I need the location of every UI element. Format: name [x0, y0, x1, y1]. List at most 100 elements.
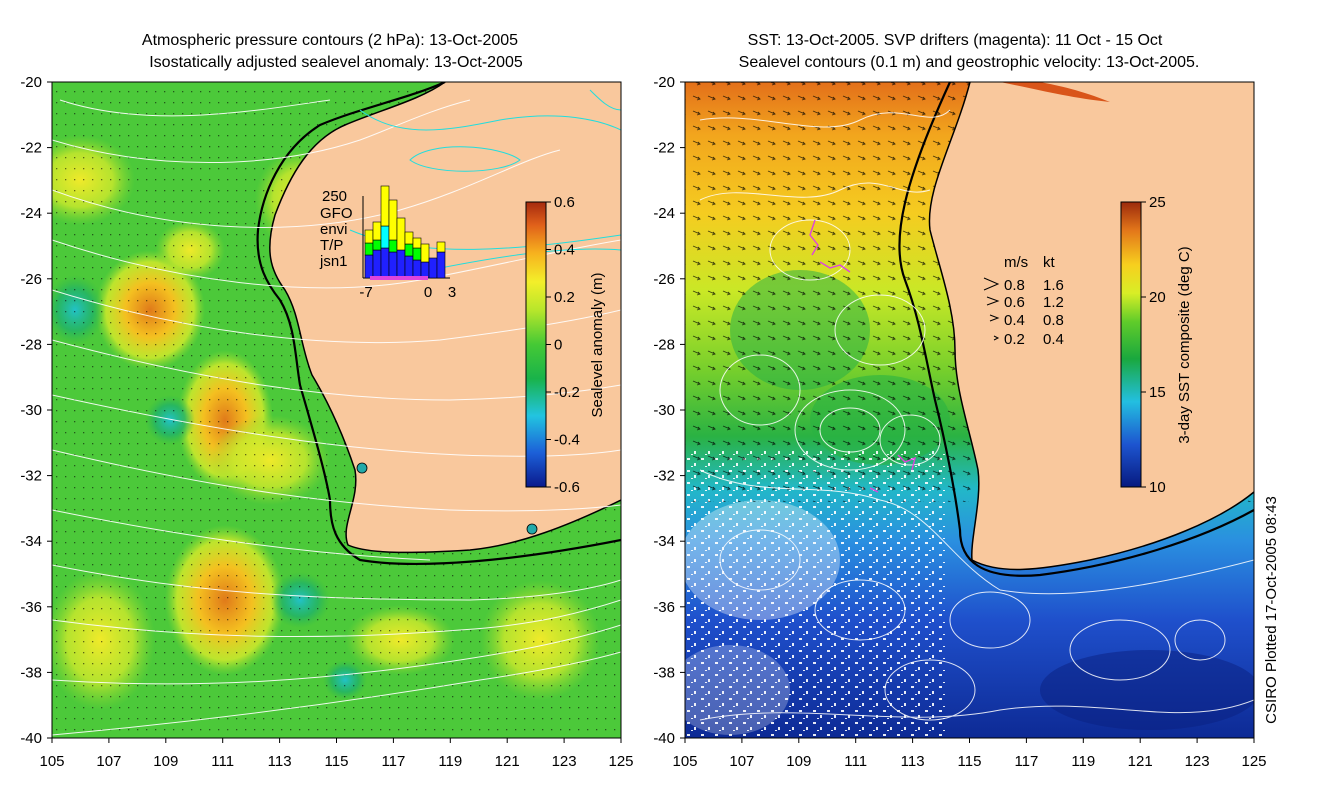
- shelf-break: [256, 82, 621, 565]
- colorbar-tick-label: -0.2: [554, 384, 580, 401]
- right-axes: 105 107 109 111 113 115 117 119 121 123 125 -20 -22 -…: [653, 74, 1266, 770]
- y-tick-label: -22: [653, 140, 675, 157]
- australia-land-sst: [929, 82, 1254, 570]
- left-title-line1: Atmospheric pressure contours (2 hPa): 1…: [142, 32, 518, 49]
- y-tick-label: -22: [20, 140, 42, 157]
- tide-gauge-marker: [526, 523, 538, 535]
- velocity-legend-header-ms: m/s: [1004, 254, 1028, 271]
- left-panel: Atmospheric pressure contours (2 hPa): 1…: [20, 32, 633, 770]
- tide-gauge-marker: [356, 462, 368, 474]
- y-tick-label: -24: [653, 205, 675, 222]
- y-tick-label: -34: [20, 533, 42, 550]
- sst-colorbar: 25 20 15 10 3-day SST composite (deg C): [1120, 194, 1193, 496]
- inset-xtick-min: -7: [359, 284, 372, 301]
- y-tick-label: -24: [20, 205, 42, 222]
- y-tick-label: -36: [20, 599, 42, 616]
- velocity-legend-header-kt: kt: [1043, 254, 1056, 271]
- satellite-count-inset: 250 GFO envi T/P jsn1: [319, 185, 456, 301]
- x-tick-label: 107: [729, 753, 754, 770]
- x-tick-label: 121: [1128, 753, 1153, 770]
- x-tick-label: 113: [901, 753, 925, 770]
- colorbar-tick-label: -0.6: [554, 479, 580, 496]
- x-tick-label: 115: [325, 753, 349, 770]
- y-tick-label: -32: [653, 468, 675, 485]
- colorbar-tick-label: 0.4: [554, 242, 575, 259]
- left-axes: 105 107 109 111 113 115 117 119 121 123 125 -20 -22 -…: [20, 74, 633, 770]
- x-tick-label: 123: [1185, 753, 1210, 770]
- y-tick-label: -38: [20, 664, 42, 681]
- sla-colorbar: 0.6 0.4 0.2 0 -0.2 -0.4 -0.6 Sealevel anomaly …: [525, 194, 606, 496]
- velocity-legend-ms-2: 0.4: [1004, 312, 1025, 329]
- x-tick-label: 109: [153, 753, 178, 770]
- coastline-sst: [928, 82, 1254, 571]
- x-tick-label: 119: [438, 753, 462, 770]
- y-tick-label: -40: [20, 730, 42, 747]
- y-tick-label: -26: [653, 271, 675, 288]
- velocity-legend-ms-0: 0.8: [1004, 277, 1025, 294]
- y-tick-label: -20: [653, 74, 675, 91]
- inset-legend-jsn1: jsn1: [319, 253, 348, 270]
- inset-xtick-zero: 0: [424, 284, 432, 301]
- y-tick-label: -28: [653, 336, 675, 353]
- x-tick-label: 111: [211, 753, 234, 770]
- y-tick-label: -38: [653, 664, 675, 681]
- right-title-line2: Sealevel contours (0.1 m) and geostrophi…: [739, 54, 1200, 71]
- colorbar-tick-label: -0.4: [554, 432, 580, 449]
- y-tick-label: -36: [653, 599, 675, 616]
- velocity-legend-kt-2: 0.8: [1043, 312, 1064, 329]
- colorbar-tick-label: 0.6: [554, 194, 575, 211]
- svp-drifter-tracks: [809, 219, 917, 493]
- inset-legend-gfo: GFO: [320, 205, 353, 222]
- x-tick-label: 113: [268, 753, 292, 770]
- x-tick-label: 117: [1014, 753, 1038, 770]
- velocity-legend-kt-0: 1.6: [1043, 277, 1064, 294]
- inset-ymax-label: 250: [322, 188, 347, 205]
- x-tick-label: 123: [552, 753, 577, 770]
- y-tick-label: -30: [20, 402, 42, 419]
- x-tick-label: 111: [844, 753, 867, 770]
- x-tick-label: 125: [608, 753, 633, 770]
- y-tick-label: -20: [20, 74, 42, 91]
- colorbar-tick-label: 10: [1149, 479, 1166, 496]
- x-tick-label: 115: [958, 753, 982, 770]
- x-tick-label: 117: [381, 753, 405, 770]
- right-panel: SST: 13-Oct-2005. SVP drifters (magenta)…: [653, 32, 1280, 770]
- velocity-legend-kt-3: 0.4: [1043, 331, 1064, 348]
- x-tick-label: 105: [39, 753, 64, 770]
- shelf-break-sst: [898, 82, 1254, 577]
- right-title-line1: SST: 13-Oct-2005. SVP drifters (magenta)…: [748, 32, 1163, 49]
- plot-credit: CSIRO Plotted 17-Oct-2005 08:43: [1263, 496, 1280, 724]
- sst-colorbar-label: 3-day SST composite (deg C): [1176, 246, 1193, 443]
- y-tick-label: -28: [20, 336, 42, 353]
- colorbar-tick-label: 20: [1149, 289, 1166, 306]
- x-tick-label: 125: [1241, 753, 1266, 770]
- x-tick-label: 109: [786, 753, 811, 770]
- inset-legend-tp: T/P: [320, 237, 343, 254]
- y-tick-label: -26: [20, 271, 42, 288]
- pressure-contours: [52, 99, 621, 736]
- x-tick-label: 119: [1071, 753, 1095, 770]
- inset-bars: [364, 185, 446, 279]
- x-tick-label: 105: [672, 753, 697, 770]
- colorbar-tick-label: 25: [1149, 194, 1166, 211]
- y-tick-label: -34: [653, 533, 675, 550]
- velocity-legend: m/s kt 0.8 1.6 0.6 1.2 0.4 0.8 0.2 0.4: [983, 254, 1064, 348]
- y-tick-label: -32: [20, 468, 42, 485]
- left-title-line2: Isostatically adjusted sealevel anomaly:…: [149, 54, 523, 71]
- inset-legend-envi: envi: [320, 221, 348, 238]
- y-tick-label: -40: [653, 730, 675, 747]
- colorbar-tick-label: 0: [554, 337, 562, 354]
- sla-colorbar-label: Sealevel anomaly (m): [589, 272, 606, 417]
- sealevel-contours: [699, 109, 1254, 721]
- velocity-legend-ms-1: 0.6: [1004, 294, 1025, 311]
- right-map: [685, 82, 1254, 738]
- x-tick-label: 107: [96, 753, 121, 770]
- x-tick-label: 121: [495, 753, 520, 770]
- velocity-legend-ms-3: 0.2: [1004, 331, 1025, 348]
- coastline: [269, 82, 621, 554]
- colorbar-tick-label: 15: [1149, 384, 1166, 401]
- y-tick-label: -30: [653, 402, 675, 419]
- colorbar-tick-label: 0.2: [554, 289, 575, 306]
- velocity-legend-kt-1: 1.2: [1043, 294, 1064, 311]
